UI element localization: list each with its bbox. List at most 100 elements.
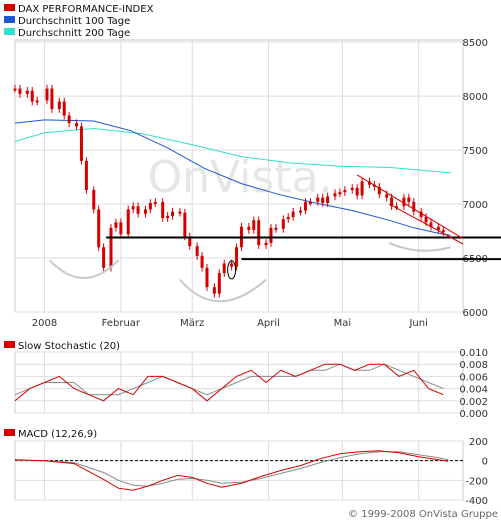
panel-frame bbox=[14, 440, 464, 501]
x-tick-label: Mai bbox=[334, 318, 352, 329]
candle-body bbox=[75, 123, 79, 127]
candle-body bbox=[407, 197, 411, 202]
candle-body bbox=[102, 247, 106, 268]
candle-body bbox=[424, 217, 428, 223]
candle-body bbox=[50, 88, 54, 110]
trend-line-lower bbox=[388, 203, 464, 245]
candle-body bbox=[269, 227, 273, 243]
candle-body bbox=[367, 181, 371, 185]
candle-body bbox=[257, 220, 261, 246]
candle-body bbox=[131, 206, 135, 210]
x-tick-label: März bbox=[180, 318, 204, 329]
candle-body bbox=[299, 210, 303, 213]
gap-marker bbox=[227, 260, 237, 280]
candle-body bbox=[79, 126, 83, 161]
y-tick-label: 200 bbox=[469, 437, 488, 448]
legend-swatch bbox=[4, 28, 15, 35]
y-tick-label: 8000 bbox=[463, 92, 488, 103]
ma-100-line bbox=[14, 119, 451, 236]
candle-body bbox=[171, 211, 175, 216]
candle-body bbox=[217, 273, 221, 294]
y-tick-label: 0.010 bbox=[459, 348, 488, 359]
candle-body bbox=[350, 187, 354, 191]
bottom-arc bbox=[388, 242, 451, 252]
x-tick-label: Februar bbox=[102, 318, 141, 329]
candle-body bbox=[291, 211, 295, 218]
y-tick-label: -200 bbox=[465, 476, 488, 487]
candle-body bbox=[395, 206, 399, 209]
candle-body bbox=[92, 190, 96, 210]
candle-body bbox=[18, 88, 22, 94]
legend-label: Durchschnitt 200 Tage bbox=[18, 28, 130, 39]
candle-body bbox=[390, 197, 394, 207]
candle-body bbox=[57, 101, 61, 110]
candle-body bbox=[412, 201, 416, 212]
candle-body bbox=[45, 88, 49, 101]
candle-body bbox=[195, 246, 199, 256]
y-tick-label: 0.006 bbox=[459, 372, 488, 383]
stochastic-k-line bbox=[14, 363, 444, 402]
candle-body bbox=[338, 192, 342, 195]
ma-200-line bbox=[14, 127, 451, 174]
legend-swatch bbox=[4, 16, 15, 23]
candle-body bbox=[321, 197, 325, 203]
candle-body bbox=[281, 219, 285, 229]
y-tick-label: 0.004 bbox=[459, 385, 488, 396]
candle-body bbox=[97, 209, 101, 248]
candle-body bbox=[161, 201, 165, 219]
y-tick-label: 0.008 bbox=[459, 360, 488, 371]
candle-body bbox=[67, 115, 71, 124]
candle-body bbox=[286, 217, 290, 220]
candle-body bbox=[230, 263, 234, 267]
candle-body bbox=[360, 181, 364, 196]
y-tick-label: 6000 bbox=[463, 308, 488, 319]
y-tick-label: -400 bbox=[465, 496, 488, 507]
panel-frame bbox=[14, 351, 464, 414]
candle-body bbox=[441, 229, 445, 233]
candle-body bbox=[402, 197, 406, 207]
legend-swatch bbox=[4, 341, 15, 348]
candle-body bbox=[385, 194, 389, 198]
candle-body bbox=[109, 227, 113, 268]
y-tick-label: 7500 bbox=[463, 146, 488, 157]
candle-body bbox=[183, 212, 187, 237]
candle-body bbox=[235, 247, 239, 267]
candle-body bbox=[308, 201, 312, 204]
candle-body bbox=[153, 201, 157, 204]
candle-body bbox=[436, 226, 440, 230]
legend-swatch bbox=[4, 4, 15, 11]
candle-body bbox=[35, 100, 39, 103]
y-tick-label: 0.002 bbox=[459, 397, 488, 408]
candle-body bbox=[13, 88, 17, 91]
candle-body bbox=[114, 222, 118, 228]
bottom-arc bbox=[48, 259, 120, 279]
y-tick-label: 7000 bbox=[463, 200, 488, 211]
candle-body bbox=[205, 267, 209, 288]
candle-body bbox=[222, 263, 226, 274]
candle-body bbox=[143, 209, 147, 214]
y-tick-label: 0 bbox=[482, 457, 488, 468]
legend-label: Slow Stochastic (20) bbox=[18, 341, 120, 352]
candle-body bbox=[252, 220, 256, 230]
candle-body bbox=[212, 287, 216, 294]
candle-body bbox=[247, 226, 251, 230]
candle-body bbox=[355, 187, 359, 196]
x-tick-label: April bbox=[257, 318, 280, 329]
x-tick-label: Juni bbox=[408, 318, 427, 329]
legend-label: MACD (12,26,9) bbox=[18, 429, 97, 440]
candle-body bbox=[126, 209, 130, 235]
trend-line-upper bbox=[356, 174, 464, 240]
candle-body bbox=[119, 222, 123, 235]
legend-swatch bbox=[4, 429, 15, 436]
macd-signal-line bbox=[14, 451, 449, 487]
candle-body bbox=[30, 90, 34, 102]
candle-body bbox=[25, 90, 29, 94]
candle-body bbox=[316, 197, 320, 202]
y-tick-label: 8500 bbox=[463, 38, 488, 49]
candle-body bbox=[377, 186, 381, 195]
panel-frame bbox=[14, 39, 464, 313]
candle-body bbox=[166, 215, 170, 219]
candle-body bbox=[429, 222, 433, 227]
copyright-text: © 1999-2008 OnVista Gruppe bbox=[348, 509, 498, 520]
